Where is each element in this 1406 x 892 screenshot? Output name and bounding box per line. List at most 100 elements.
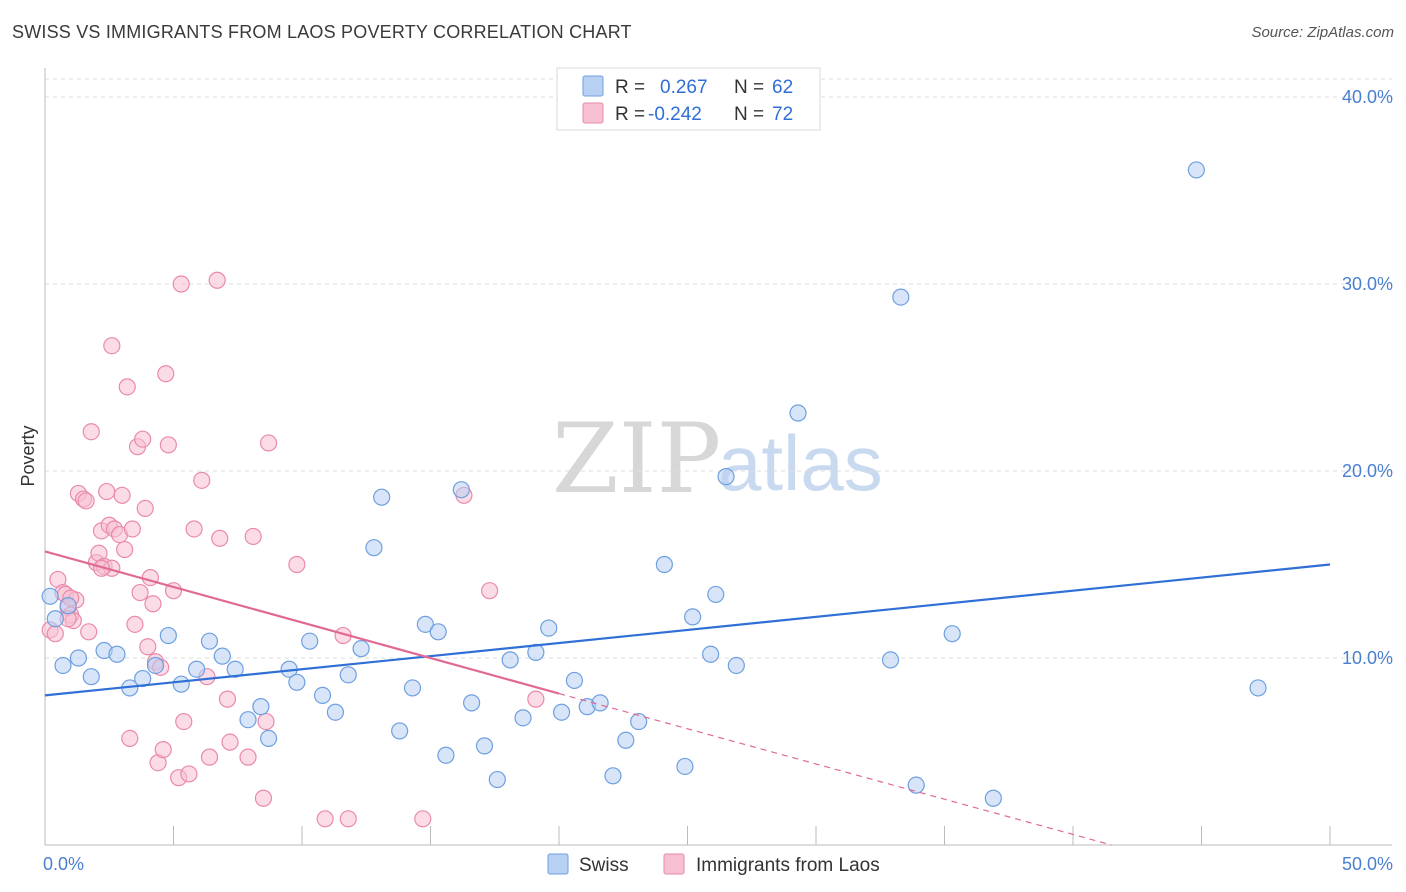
trend-lines — [44, 550, 1331, 846]
swiss-point — [403, 679, 422, 697]
legend-n-value-laos: 72 — [772, 104, 793, 125]
source-label: Source: ZipAtlas.com — [1251, 24, 1394, 41]
laos-point — [139, 638, 157, 656]
laos-point — [116, 540, 134, 559]
laos-point — [113, 486, 131, 504]
swiss-point — [702, 645, 720, 663]
swiss-trend-line — [44, 563, 1331, 697]
axes — [44, 68, 1392, 846]
swiss-point — [46, 610, 64, 628]
swiss-point — [789, 404, 807, 422]
y-tick-label: 10.0% — [1342, 648, 1393, 668]
laos-point — [159, 436, 177, 454]
legend: R = 0.267 N = 62 R = -0.242 N = 72 — [556, 67, 821, 131]
y-tick-label: 20.0% — [1342, 461, 1393, 481]
swiss-point — [288, 673, 306, 691]
legend-n-label-laos: N = — [734, 104, 764, 125]
laos-point — [121, 729, 139, 748]
swiss-point — [69, 649, 88, 667]
swiss-point — [172, 675, 190, 693]
laos-point — [131, 583, 149, 602]
laos-point — [254, 789, 273, 807]
swiss-point — [727, 656, 745, 675]
swiss-point — [475, 737, 494, 755]
swiss-point — [514, 709, 532, 727]
laos-point — [208, 271, 226, 289]
swiss-point — [684, 608, 702, 626]
swiss-point — [59, 597, 77, 615]
laos-point — [118, 378, 136, 396]
laos-point — [339, 810, 357, 828]
swiss-point — [943, 625, 961, 643]
swiss-point — [488, 770, 506, 789]
legend-r-value-swiss: 0.267 — [660, 77, 708, 98]
swiss-point — [313, 686, 332, 705]
laos-point — [103, 337, 121, 355]
laos-point — [98, 482, 116, 501]
chart-title: SWISS VS IMMIGRANTS FROM LAOS POVERTY CO… — [12, 22, 632, 42]
laos-point — [259, 434, 278, 452]
laos-point — [82, 423, 100, 441]
bottom-legend-label-swiss: Swiss — [579, 855, 629, 876]
swiss-point — [200, 632, 219, 650]
swiss-point — [416, 615, 434, 633]
swiss-point — [630, 712, 648, 731]
swiss-point — [146, 656, 165, 675]
laos-point — [134, 430, 152, 448]
laos-point — [288, 555, 306, 574]
laos-trend-extension — [558, 692, 1112, 846]
swiss-point — [259, 729, 278, 748]
swiss-point — [892, 288, 910, 306]
laos-point — [221, 733, 239, 751]
y-tick-label: 40.0% — [1342, 87, 1393, 107]
swiss-point — [134, 669, 152, 688]
legend-r-value-laos: -0.242 — [648, 104, 702, 125]
bottom-legend-swatch-laos — [663, 853, 685, 875]
swiss-point — [108, 645, 126, 663]
swiss-point — [365, 539, 383, 557]
x-tick-label: 50.0% — [1342, 854, 1393, 874]
laos-point — [175, 712, 193, 731]
laos-point — [144, 595, 162, 613]
laos-point — [185, 520, 203, 538]
y-tick-label: 30.0% — [1342, 274, 1393, 294]
laos-point — [180, 765, 198, 783]
swiss-point — [540, 619, 558, 637]
laos-point — [123, 520, 141, 538]
swiss-point — [339, 666, 357, 684]
laos-point — [527, 690, 545, 708]
swiss-point — [717, 468, 735, 486]
laos-point — [200, 748, 219, 766]
laos-point — [414, 810, 432, 828]
swiss-point — [984, 789, 1002, 807]
bottom-legend: Swiss Immigrants from Laos — [547, 853, 880, 876]
laos-point — [46, 625, 64, 643]
swiss-point — [552, 703, 571, 721]
laos-point — [239, 748, 257, 766]
swiss-point — [707, 585, 725, 604]
swiss-point — [881, 651, 900, 669]
tick-labels: 10.0% 20.0% 30.0% 40.0% 0.0% 50.0% — [43, 87, 1393, 874]
laos-point — [316, 810, 334, 828]
swiss-point — [429, 623, 447, 641]
laos-trend-line — [44, 550, 560, 695]
laos-point — [157, 365, 175, 383]
legend-n-label-swiss: N = — [734, 77, 764, 98]
x-tick-label: 0.0% — [43, 854, 84, 874]
bottom-legend-label-laos: Immigrants from Laos — [696, 855, 880, 876]
swiss-point — [391, 722, 409, 740]
laos-point — [481, 582, 499, 600]
swiss-point — [1249, 679, 1267, 697]
swiss-point — [565, 671, 584, 690]
swiss-point — [301, 632, 319, 650]
watermark-atlas: atlas — [718, 419, 883, 507]
laos-point — [193, 471, 211, 489]
y-axis-label: Poverty — [18, 425, 38, 486]
laos-point — [80, 623, 98, 641]
laos-point — [126, 615, 144, 633]
legend-n-value-swiss: 62 — [772, 77, 793, 98]
laos-point — [77, 492, 95, 510]
swiss-point — [907, 776, 925, 794]
swiss-point — [655, 555, 673, 574]
